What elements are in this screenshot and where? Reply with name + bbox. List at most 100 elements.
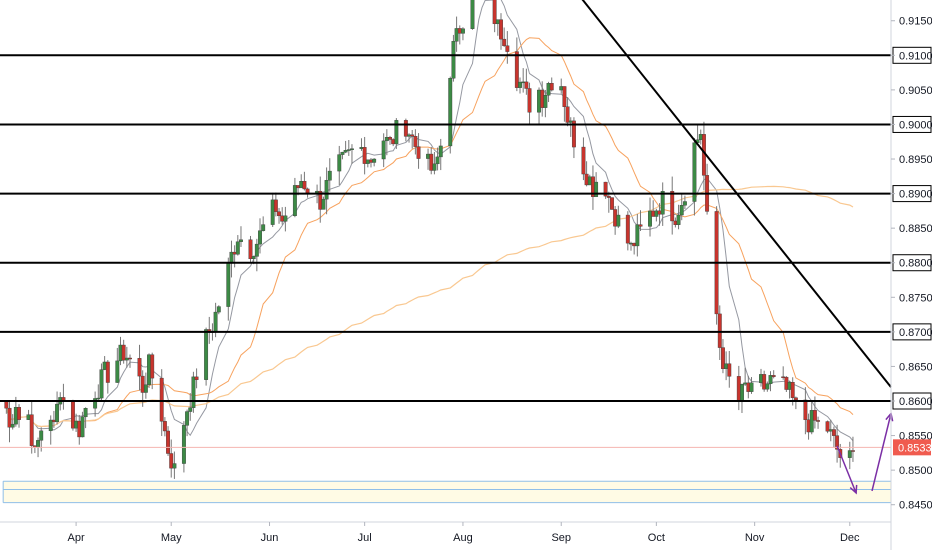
candle-body <box>698 134 703 140</box>
time-tick-label: Nov <box>745 532 765 544</box>
candle-body <box>324 180 329 200</box>
candle-body <box>229 251 234 264</box>
candle-body <box>537 89 541 113</box>
candle-body <box>629 242 633 245</box>
trendline-group <box>581 0 892 388</box>
candle-body <box>749 382 754 392</box>
candle-body <box>806 419 811 433</box>
candle-body <box>457 28 462 34</box>
candle-body <box>394 120 399 145</box>
candle-body <box>610 197 614 210</box>
candle-body <box>36 440 40 448</box>
candle-body <box>771 375 776 377</box>
candle-body <box>546 83 551 96</box>
candle-body <box>162 421 167 432</box>
candle-body <box>762 374 767 390</box>
last-price-box <box>893 439 931 456</box>
candle-body <box>48 419 53 432</box>
candle-body <box>429 153 434 171</box>
candle-body <box>270 199 275 225</box>
candle-body <box>635 224 640 247</box>
time-tick-label: Apr <box>68 532 85 544</box>
candle-body <box>140 375 145 393</box>
candle-body <box>365 159 370 164</box>
candle-body <box>603 181 608 197</box>
candle-body <box>239 239 243 242</box>
time-tick-label: Sep <box>551 532 571 544</box>
candle-body <box>505 45 510 52</box>
candle-body <box>77 420 82 438</box>
candle-body <box>102 361 107 370</box>
candle-body <box>606 195 611 198</box>
candle-body <box>305 188 310 194</box>
candle-body <box>613 209 618 227</box>
candlesticks <box>4 0 855 479</box>
candle-body <box>657 210 662 215</box>
candle-body <box>70 400 75 429</box>
candle-body <box>17 407 21 420</box>
candle-body <box>448 78 453 147</box>
candle-body <box>460 28 465 34</box>
candle-body <box>51 419 56 423</box>
candle-body <box>584 173 589 186</box>
candle-body <box>568 120 573 123</box>
candle-body <box>26 414 31 420</box>
candle-body <box>292 185 297 217</box>
candle-body <box>759 374 763 383</box>
candle-body <box>277 211 281 217</box>
candle-body <box>743 382 748 385</box>
candle-body <box>254 243 259 257</box>
candle-body <box>350 148 354 150</box>
candle-body <box>340 151 345 155</box>
candle-body <box>740 384 744 402</box>
candle-body <box>787 382 792 390</box>
candle-body <box>159 377 164 422</box>
candle-body <box>803 399 808 420</box>
candle-body <box>521 81 526 84</box>
candle-body <box>828 429 833 432</box>
candle-body <box>372 158 377 163</box>
candle-body <box>359 147 364 149</box>
candle-body <box>717 313 722 348</box>
candle-body <box>232 251 237 255</box>
candle-body <box>13 407 18 425</box>
candle-body <box>502 38 507 46</box>
support-zone-fill <box>3 481 891 503</box>
candle-body <box>302 181 307 190</box>
projection-group <box>836 411 894 495</box>
candle-body <box>83 408 88 418</box>
candle-body <box>835 435 840 450</box>
candle-body <box>204 329 209 380</box>
candle-body <box>790 382 795 398</box>
candle-body <box>191 376 196 408</box>
candle-body <box>188 407 193 412</box>
candle-body <box>682 201 687 206</box>
candle-body <box>438 145 443 158</box>
candle-body <box>261 224 266 231</box>
candle-body <box>384 137 389 142</box>
candle-body <box>369 159 373 163</box>
candle-body <box>280 215 285 222</box>
candle-body <box>793 397 798 401</box>
time-tick-label: Jun <box>261 532 279 544</box>
candle-body <box>651 210 656 217</box>
candle-body <box>194 376 199 380</box>
candle-body <box>549 83 554 91</box>
candle-body <box>781 376 786 378</box>
candle-body <box>724 363 729 369</box>
candle-body <box>128 357 132 360</box>
candle-body <box>251 256 256 260</box>
candle-body <box>768 375 773 384</box>
time-tick-label: Oct <box>648 532 665 544</box>
candle-body <box>524 81 529 89</box>
candle-body <box>721 347 725 369</box>
time-tick-label: Aug <box>453 532 473 544</box>
candle-body <box>235 241 240 255</box>
candle-body <box>638 224 643 227</box>
candle-body <box>746 382 751 392</box>
